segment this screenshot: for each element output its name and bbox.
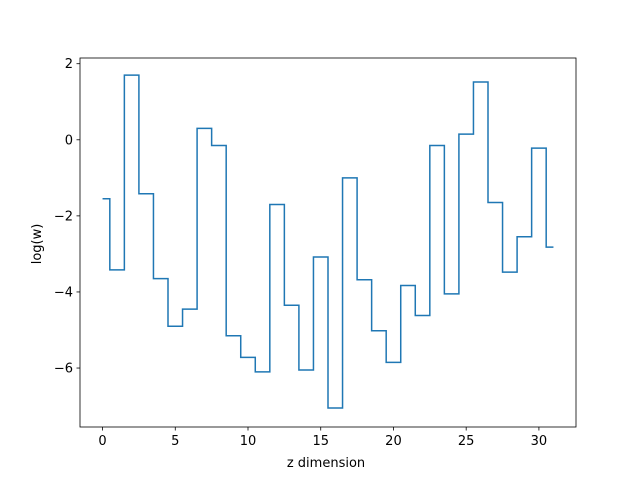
x-tick-label: 5 xyxy=(171,434,179,449)
y-axis-label: log(w) xyxy=(30,224,45,265)
x-tick-label: 10 xyxy=(240,434,257,449)
y-tick-label: −2 xyxy=(54,209,73,224)
x-tick-label: 30 xyxy=(531,434,548,449)
y-tick-label: −4 xyxy=(54,285,73,300)
x-tick-label: 20 xyxy=(385,434,402,449)
y-tick-label: 2 xyxy=(65,57,73,72)
x-axis-label: z dimension xyxy=(287,456,365,471)
axes-frame xyxy=(79,57,577,428)
x-tick-label: 25 xyxy=(458,434,475,449)
series-line xyxy=(102,74,554,409)
x-tick-label: 0 xyxy=(98,434,106,449)
y-tick-label: 0 xyxy=(65,133,73,148)
y-tick-label: −6 xyxy=(54,362,73,377)
x-tick-label: 15 xyxy=(312,434,329,449)
